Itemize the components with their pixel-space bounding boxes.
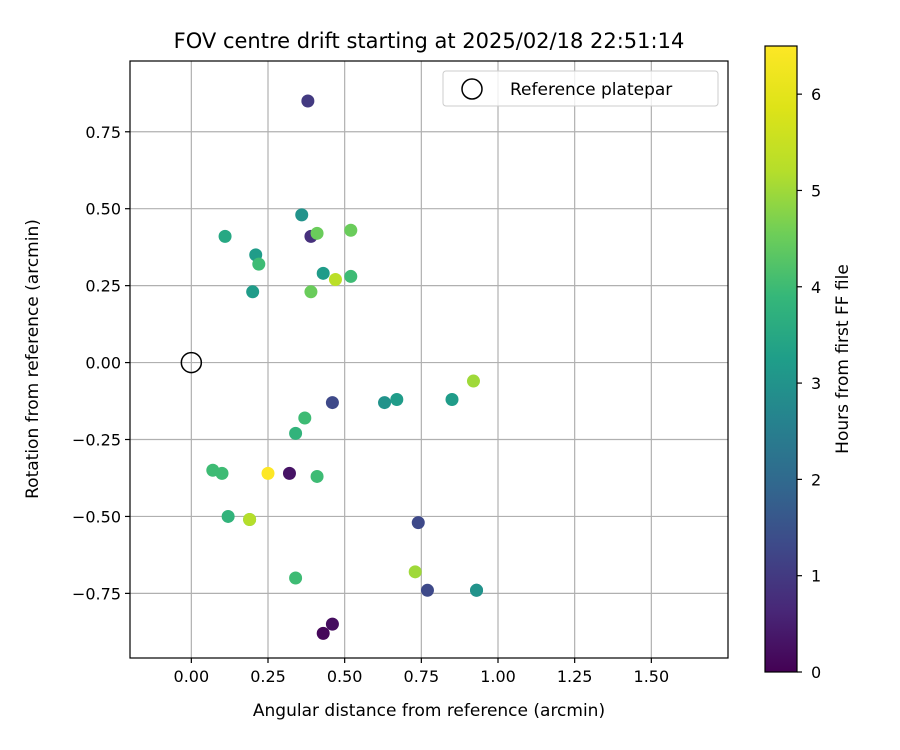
data-point	[408, 565, 422, 579]
data-point	[304, 285, 318, 299]
colorbar-label: Hours from first FF file	[833, 264, 853, 454]
legend-reference-marker	[461, 78, 483, 100]
colorbar-tick-label: 6	[811, 85, 821, 104]
data-points	[206, 94, 484, 640]
data-point	[325, 396, 339, 410]
x-tick-label: 1.00	[480, 667, 516, 686]
legend-box	[442, 70, 719, 107]
x-tick-label: 0.50	[327, 667, 363, 686]
y-tick-label: −0.75	[72, 584, 121, 603]
data-point	[261, 466, 275, 480]
colorbar-gradient	[764, 45, 798, 673]
colorbar-ticks: 0 1 2 3 4 5 6	[797, 85, 821, 682]
y-tick-label: 0.50	[85, 200, 121, 219]
data-point	[316, 266, 330, 280]
x-tick-label: 0.25	[250, 667, 286, 686]
data-point	[390, 393, 404, 407]
colorbar: 0 1 2 3 4 5 6 Hours from first FF file	[764, 45, 853, 682]
data-point	[310, 226, 324, 240]
plot-frame	[129, 60, 729, 659]
x-axis-ticks: 0.00 0.25 0.50 0.75 1.00 1.25 1.50	[174, 658, 670, 686]
y-tick-label: −0.50	[72, 507, 121, 526]
data-point	[328, 272, 342, 286]
x-tick-label: 0.75	[404, 667, 440, 686]
data-point	[411, 516, 425, 530]
x-tick-label: 0.00	[174, 667, 210, 686]
data-point	[301, 94, 315, 108]
chart-title: FOV centre drift starting at 2025/02/18 …	[174, 29, 685, 53]
data-point	[282, 466, 296, 480]
legend: Reference platepar	[442, 70, 719, 107]
data-point	[420, 583, 434, 597]
grid-lines	[130, 61, 728, 658]
x-tick-label: 1.50	[634, 667, 670, 686]
data-point	[325, 617, 339, 631]
data-point	[215, 466, 229, 480]
data-point	[298, 411, 312, 425]
data-point	[316, 626, 330, 640]
data-point	[289, 426, 303, 440]
y-axis-label: Rotation from reference (arcmin)	[23, 219, 43, 499]
colorbar-tick-label: 5	[811, 181, 821, 200]
data-point	[470, 583, 484, 597]
data-point	[344, 269, 358, 283]
colorbar-tick-label: 4	[811, 278, 821, 297]
data-point	[218, 229, 232, 243]
data-point	[295, 208, 309, 222]
y-axis-ticks: −0.75 −0.50 −0.25 0.00 0.25 0.50 0.75	[72, 123, 130, 603]
data-point	[289, 571, 303, 585]
colorbar-tick-label: 0	[811, 663, 821, 682]
data-point	[246, 285, 260, 299]
data-point	[243, 513, 257, 527]
y-tick-label: 0.75	[85, 123, 121, 142]
data-point	[310, 469, 324, 483]
reference-platepar-marker	[180, 351, 203, 374]
y-tick-label: 0.25	[85, 277, 121, 296]
y-tick-label: −0.25	[72, 431, 121, 450]
y-tick-label: 0.00	[85, 354, 121, 373]
data-point	[445, 393, 459, 407]
data-point	[252, 257, 266, 271]
legend-label: Reference platepar	[510, 80, 672, 100]
data-point	[344, 223, 358, 237]
data-point	[466, 374, 480, 388]
colorbar-tick-label: 1	[811, 567, 821, 586]
data-point	[378, 396, 392, 410]
data-point	[221, 509, 235, 523]
colorbar-tick-label: 3	[811, 374, 821, 393]
x-tick-label: 1.25	[557, 667, 593, 686]
colorbar-tick-label: 2	[811, 470, 821, 489]
x-axis-label: Angular distance from reference (arcmin)	[253, 701, 605, 721]
